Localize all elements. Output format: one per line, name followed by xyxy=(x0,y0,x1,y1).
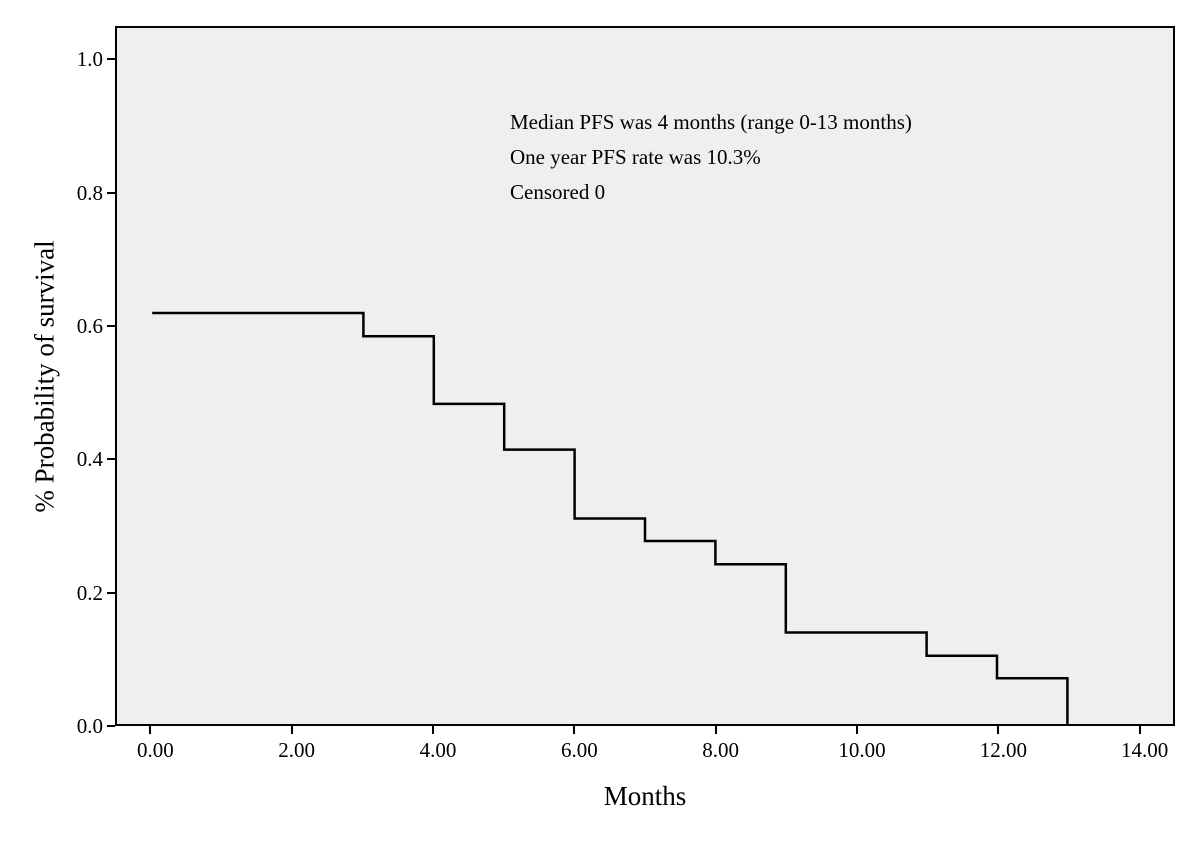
x-tick-mark xyxy=(856,726,858,734)
x-tick-mark xyxy=(432,726,434,734)
y-tick-label: 0.6 xyxy=(77,314,103,339)
x-tick-label: 10.00 xyxy=(832,738,892,763)
y-tick-label: 0.8 xyxy=(77,181,103,206)
y-tick-mark xyxy=(107,725,115,727)
chart-annotation-text: One year PFS rate was 10.3% xyxy=(510,145,761,170)
x-tick-mark xyxy=(149,726,151,734)
survival-step-line xyxy=(152,313,1067,724)
x-tick-mark xyxy=(573,726,575,734)
y-axis-label: % Probability of survival xyxy=(30,217,61,537)
y-tick-mark xyxy=(107,325,115,327)
y-tick-mark xyxy=(107,58,115,60)
y-tick-label: 0.0 xyxy=(77,714,103,739)
x-tick-label: 12.00 xyxy=(973,738,1033,763)
x-tick-label: 6.00 xyxy=(549,738,609,763)
x-tick-label: 2.00 xyxy=(267,738,327,763)
y-tick-label: 0.2 xyxy=(77,581,103,606)
x-tick-label: 0.00 xyxy=(125,738,185,763)
x-tick-mark xyxy=(997,726,999,734)
chart-annotation-text: Median PFS was 4 months (range 0-13 mont… xyxy=(510,110,912,135)
x-axis-label: Months xyxy=(585,781,705,812)
x-tick-mark xyxy=(291,726,293,734)
x-tick-label: 8.00 xyxy=(691,738,751,763)
x-tick-label: 4.00 xyxy=(408,738,468,763)
y-tick-label: 0.4 xyxy=(77,447,103,472)
y-tick-mark xyxy=(107,192,115,194)
y-tick-mark xyxy=(107,592,115,594)
y-tick-label: 1.0 xyxy=(77,47,103,72)
x-tick-mark xyxy=(1139,726,1141,734)
x-tick-mark xyxy=(715,726,717,734)
x-tick-label: 14.00 xyxy=(1115,738,1175,763)
chart-annotation-text: Censored 0 xyxy=(510,180,605,205)
survival-chart: % Probability of survival Months 0.0 0.2 0… xyxy=(0,0,1200,844)
y-tick-mark xyxy=(107,458,115,460)
